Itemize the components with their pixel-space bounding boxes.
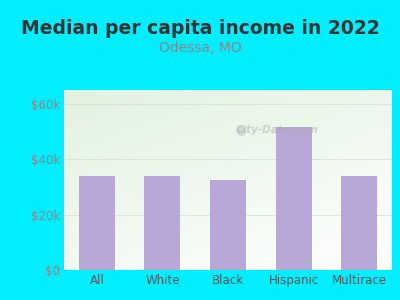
Bar bbox=[341, 176, 377, 270]
Bar bbox=[144, 176, 180, 270]
Text: Median per capita income in 2022: Median per capita income in 2022 bbox=[21, 20, 379, 38]
Bar bbox=[276, 128, 312, 270]
Text: ●: ● bbox=[236, 123, 246, 136]
Text: Odessa, MO: Odessa, MO bbox=[159, 40, 241, 55]
Bar bbox=[210, 180, 246, 270]
Bar bbox=[79, 176, 115, 270]
Text: City-Data.com: City-Data.com bbox=[236, 124, 318, 135]
